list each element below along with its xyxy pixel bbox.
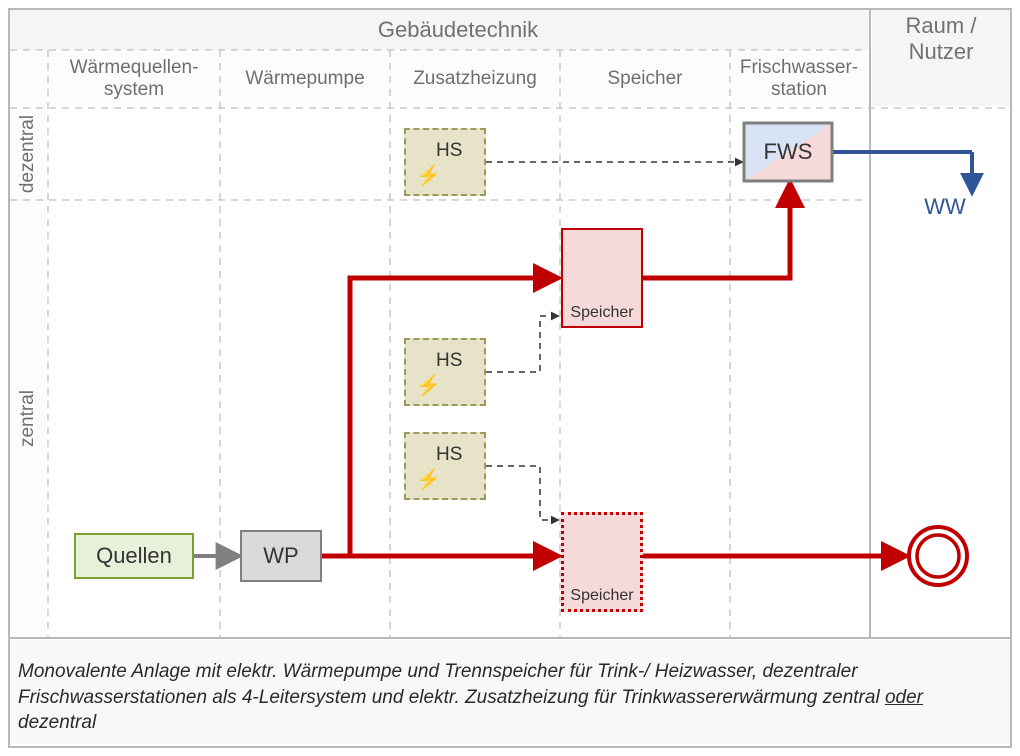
node-speicher2-label: Speicher bbox=[570, 587, 633, 605]
header-main-right: Raum / Nutzer bbox=[872, 10, 1010, 68]
node-quellen: Quellen bbox=[74, 533, 194, 579]
col-3-label: Speicher bbox=[608, 68, 683, 90]
diagram-root: Gebäudetechnik Raum / Nutzer Wärmequelle… bbox=[0, 0, 1020, 756]
header-main-right-label: Raum / Nutzer bbox=[906, 13, 977, 66]
node-hs3-label: HS bbox=[436, 444, 462, 466]
node-hs1-label: HS bbox=[436, 140, 462, 162]
caption: Monovalente Anlage mit elektr. Wärmepump… bbox=[18, 659, 1002, 736]
col-0: Wärmequellen- system bbox=[48, 52, 220, 106]
node-fws: FWS bbox=[744, 123, 832, 181]
bolt-icon: ⚡ bbox=[416, 373, 441, 398]
col-4: Frischwasser- station bbox=[730, 52, 868, 106]
node-hs2-label: HS bbox=[436, 350, 462, 372]
header-main-left: Gebäudetechnik bbox=[48, 10, 868, 50]
caption-underlined: oder bbox=[885, 687, 923, 708]
ww-label: WW bbox=[910, 192, 980, 222]
node-hs2: ⚡ HS bbox=[404, 338, 486, 406]
node-hs1: ⚡ HS bbox=[404, 128, 486, 196]
bolt-icon: ⚡ bbox=[416, 163, 441, 188]
node-speicher1: Speicher bbox=[561, 228, 643, 328]
node-speicher1-label: Speicher bbox=[570, 304, 633, 322]
ww-label-text: WW bbox=[924, 194, 966, 220]
row-dezentral: dezentral bbox=[12, 108, 44, 200]
header-main-left-label: Gebäudetechnik bbox=[378, 17, 538, 43]
node-wp-label: WP bbox=[263, 543, 298, 569]
col-2: Zusatzheizung bbox=[390, 52, 560, 106]
node-speicher2: Speicher bbox=[561, 512, 643, 612]
node-hs3: ⚡ HS bbox=[404, 432, 486, 500]
node-quellen-label: Quellen bbox=[96, 543, 172, 569]
grid-and-connectors bbox=[0, 0, 1020, 756]
col-4-label: Frischwasser- station bbox=[740, 57, 858, 101]
row-zentral-label: zentral bbox=[17, 390, 39, 447]
node-wp: WP bbox=[240, 530, 322, 582]
col-3: Speicher bbox=[560, 52, 730, 106]
row-dezentral-label: dezentral bbox=[17, 115, 39, 193]
col-1: Wärmepumpe bbox=[220, 52, 390, 106]
bolt-icon: ⚡ bbox=[416, 467, 441, 492]
caption-text-2: dezentral bbox=[18, 712, 96, 733]
node-fws-label: FWS bbox=[764, 139, 813, 165]
col-1-label: Wärmepumpe bbox=[245, 68, 364, 90]
caption-text-1: Monovalente Anlage mit elektr. Wärmepump… bbox=[18, 661, 885, 708]
col-0-label: Wärmequellen- system bbox=[70, 57, 199, 101]
col-2-label: Zusatzheizung bbox=[413, 68, 537, 90]
row-zentral: zentral bbox=[12, 200, 44, 638]
